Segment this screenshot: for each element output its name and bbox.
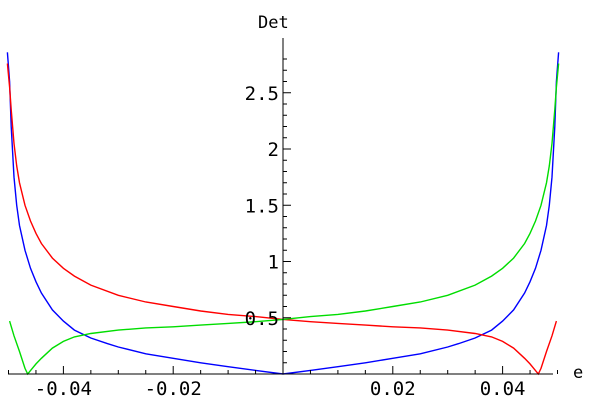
y-tick-label: 0.5 xyxy=(245,308,279,330)
series-line-3 xyxy=(8,63,560,376)
ticks-layer: -0.04 -0.02 0.02 0.04 0.5 1 1.5 2 2.5 xyxy=(8,58,558,400)
y-tick-label: 1 xyxy=(268,252,279,274)
x-tick-label: -0.02 xyxy=(145,378,202,400)
y-tick-label: 1.5 xyxy=(245,195,279,217)
x-tick-label: 0.04 xyxy=(480,378,526,400)
series-line-2 xyxy=(6,63,558,376)
x-tick-label: -0.04 xyxy=(35,378,92,400)
x-tick-label: 0.02 xyxy=(370,378,416,400)
y-tick-label: 2 xyxy=(268,139,279,161)
y-axis-title: Det xyxy=(258,13,289,33)
x-axis-title: e xyxy=(573,363,583,383)
y-tick-label: 2.5 xyxy=(245,83,279,105)
